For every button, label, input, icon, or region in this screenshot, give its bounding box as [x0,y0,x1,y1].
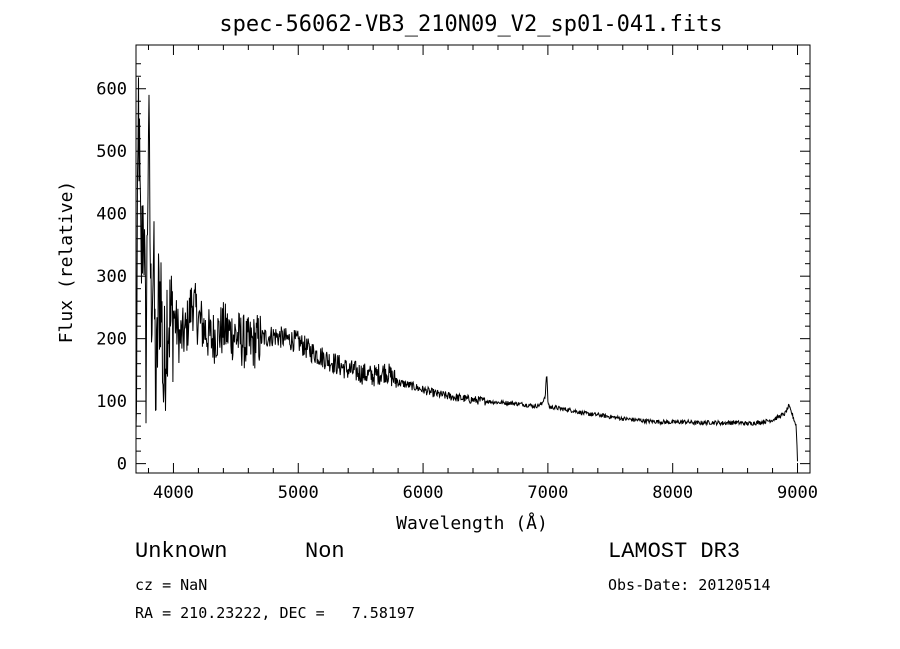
x-tick-labels: 4000 5000 6000 7000 8000 9000 [153,483,818,503]
x-tick-label: 8000 [652,483,693,503]
y-tick-labels: 0 100 200 300 400 500 600 [96,80,127,475]
plot-frame [135,44,811,474]
x-tick-label: 6000 [403,483,444,503]
object-subclass: Non [305,539,345,564]
chart-title: spec-56062-VB3_210N09_V2_sp01-041.fits [219,12,722,37]
x-tick-label: 7000 [527,483,568,503]
x-tick-label: 9000 [777,483,818,503]
y-tick-label: 100 [96,392,127,412]
object-class: Unknown [135,539,228,564]
y-tick-label: 200 [96,330,127,350]
x-axis-label: Wavelength (Å) [396,512,548,534]
x-tick-label: 5000 [278,483,319,503]
coordinates: RA = 210.23222, DEC = 7.58197 [135,604,415,622]
axis-ticks [136,45,810,473]
y-tick-label: 300 [96,267,127,287]
x-tick-label: 4000 [153,483,194,503]
flux-series-line [135,77,798,462]
y-tick-label: 600 [96,80,127,100]
survey-label: LAMOST DR3 [608,539,741,564]
y-axis-label: Flux (relative) [56,181,77,344]
redshift-cz: cz = NaN [135,576,208,594]
y-tick-label: 0 [117,455,127,475]
y-tick-label: 400 [96,205,127,225]
y-tick-label: 500 [96,142,127,162]
obs-date: Obs-Date: 20120514 [608,576,771,594]
